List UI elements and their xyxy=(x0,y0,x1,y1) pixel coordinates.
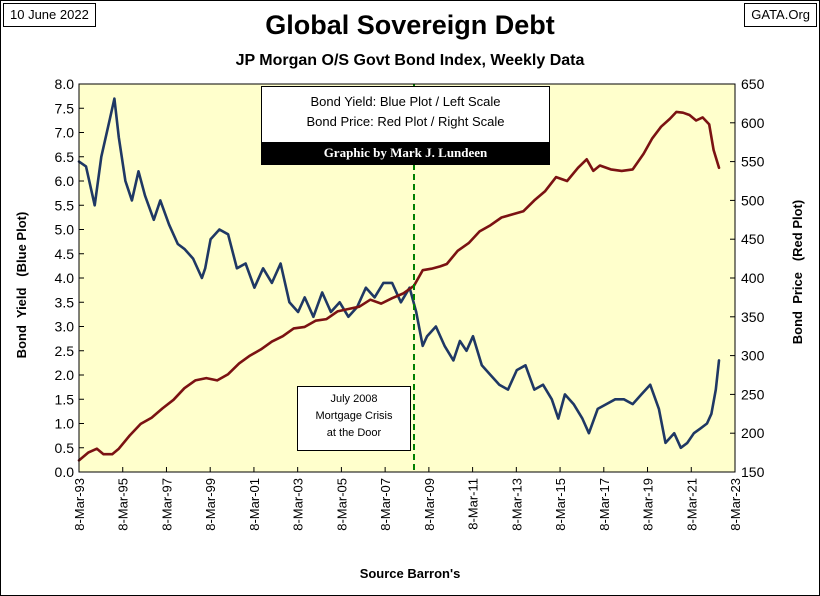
y-right-tick-label: 650 xyxy=(741,76,765,92)
y-left-tick-label: 5.0 xyxy=(55,222,75,238)
x-tick-label: 8-Mar-95 xyxy=(116,478,131,531)
date-label: 10 June 2022 xyxy=(3,3,96,27)
y-axis-left-label: Bond Yield (Blue Plot) xyxy=(14,211,29,359)
legend-box: Bond Yield: Blue Plot / Left Scale Bond … xyxy=(261,86,550,165)
y-left-tick-label: 0.0 xyxy=(55,464,75,480)
y-left-tick-label: 0.5 xyxy=(55,440,75,456)
annotation-box: July 2008 Mortgage Crisis at the Door xyxy=(297,386,411,451)
x-tick-label: 8-Mar-09 xyxy=(422,478,437,531)
y-right-tick-label: 600 xyxy=(741,115,765,131)
y-left-tick-label: 4.5 xyxy=(55,246,75,262)
y-left-tick-label: 6.5 xyxy=(55,149,75,165)
y-right-tick-label: 350 xyxy=(741,309,765,325)
bond-price-series-line xyxy=(77,110,721,462)
y-left-tick-label: 6.0 xyxy=(55,173,75,189)
x-tick-label: 8-Mar-19 xyxy=(641,478,656,531)
y-left-tick-label: 8.0 xyxy=(55,76,75,92)
y-right-tick-label: 150 xyxy=(741,464,765,480)
chart-title: Global Sovereign Debt xyxy=(265,10,555,40)
annotation-line-1: July 2008 xyxy=(330,393,378,405)
y-left-tick-label: 2.5 xyxy=(55,343,75,359)
x-tick-label: 8-Mar-23 xyxy=(728,478,743,531)
y-left-tick-label: 3.0 xyxy=(55,319,75,335)
x-tick-label: 8-Mar-15 xyxy=(553,478,568,531)
graphic-credit: Graphic by Mark J. Lundeen xyxy=(262,142,549,164)
x-tick-label: 8-Mar-99 xyxy=(203,478,218,531)
series-lines xyxy=(77,97,721,462)
site-label: GATA.Org xyxy=(744,3,817,27)
x-tick-label: 8-Mar-93 xyxy=(72,478,87,531)
y-right-tick-label: 500 xyxy=(741,192,765,208)
x-axis-label: Source Barron's xyxy=(359,566,461,581)
y-right-tick-label: 400 xyxy=(741,270,765,286)
y-axis-right-label: Bond Price (Red Plot) xyxy=(790,199,805,345)
x-tick-label: 8-Mar-17 xyxy=(597,478,612,531)
y-left-tick-label: 1.5 xyxy=(55,391,75,407)
x-tick-label: 8-Mar-07 xyxy=(378,478,393,531)
y-left-tick-label: 3.5 xyxy=(55,294,75,310)
chart-subtitle: JP Morgan O/S Govt Bond Index, Weekly Da… xyxy=(235,52,585,69)
annotation-line-2: Mortgage Crisis xyxy=(315,410,393,422)
legend-entry-price: Bond Price: Red Plot / Right Scale xyxy=(306,114,505,129)
y-right-tick-label: 200 xyxy=(741,425,765,441)
bond-yield-series-line xyxy=(77,97,721,450)
x-tick-label: 8-Mar-05 xyxy=(334,478,349,531)
x-tick-label: 8-Mar-13 xyxy=(509,478,524,531)
annotation-line-3: at the Door xyxy=(326,427,382,439)
y-left-tick-label: 1.0 xyxy=(55,416,75,432)
y-left-tick-label: 5.5 xyxy=(55,197,75,213)
x-tick-label: 8-Mar-01 xyxy=(247,478,262,531)
y-right-tick-label: 450 xyxy=(741,231,765,247)
y-left-tick-label: 7.0 xyxy=(55,125,75,141)
x-tick-label: 8-Mar-03 xyxy=(291,478,306,531)
y-left-tick-label: 7.5 xyxy=(55,100,75,116)
tick-labels: 0.0 0.5 1.0 1.5 2.0 2.5 3.0 3.5 4.0 4.5 5.0 5.5 6.0 6… xyxy=(55,76,765,531)
plot-border xyxy=(78,83,736,473)
y-left-tick-label: 2.0 xyxy=(55,367,75,383)
x-tick-label: 8-Mar-11 xyxy=(466,478,481,530)
y-right-tick-label: 550 xyxy=(741,154,765,170)
y-right-tick-label: 300 xyxy=(741,348,765,364)
legend-entry-yield: Bond Yield: Blue Plot / Left Scale xyxy=(310,94,501,109)
y-left-tick-label: 4.0 xyxy=(55,270,75,286)
y-right-tick-label: 250 xyxy=(741,386,765,402)
x-tick-label: 8-Mar-21 xyxy=(684,478,699,531)
x-tick-label: 8-Mar-97 xyxy=(159,478,174,531)
